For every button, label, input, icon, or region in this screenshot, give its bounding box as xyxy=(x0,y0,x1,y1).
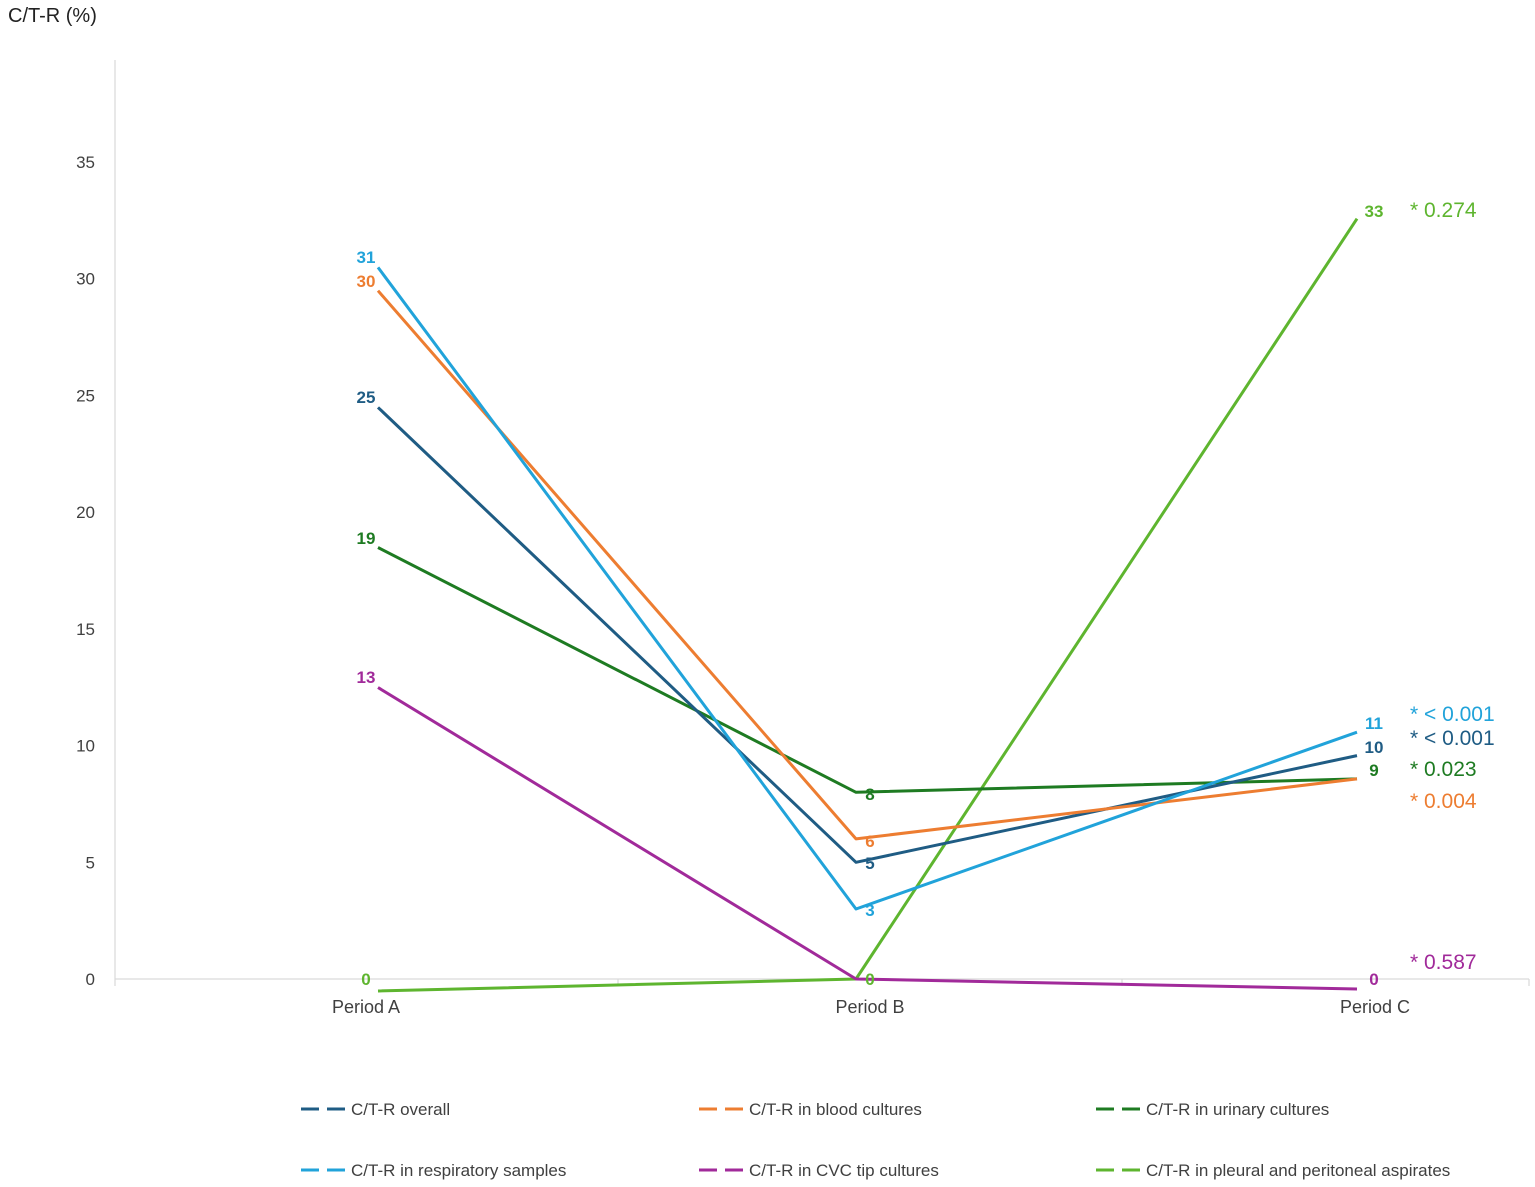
data-label: 0 xyxy=(1369,970,1378,989)
series-line xyxy=(377,546,1358,794)
y-axis-title: C/T-R (%) xyxy=(8,5,97,27)
legend-label: C/T-R in CVC tip cultures xyxy=(749,1161,939,1180)
data-label: 6 xyxy=(865,832,874,851)
legend-label: C/T-R in pleural and peritoneal aspirate… xyxy=(1146,1161,1450,1180)
data-label: 10 xyxy=(1365,738,1384,757)
legend-label: C/T-R in respiratory samples xyxy=(351,1161,566,1180)
data-label: 30 xyxy=(357,272,376,291)
data-label: 13 xyxy=(357,668,376,687)
y-tick-label: 10 xyxy=(76,737,95,756)
y-tick-label: 35 xyxy=(76,153,95,172)
p-values: * < 0.001 * 0.004 * 0.023 * < 0.001 * 0.587 *… xyxy=(1410,199,1495,974)
data-label: 0 xyxy=(865,970,874,989)
series-line xyxy=(376,289,1358,841)
data-label: 31 xyxy=(357,248,376,267)
legend-label: C/T-R overall xyxy=(351,1100,450,1119)
x-tick-label: Period A xyxy=(332,997,400,1017)
p-value-label: * < 0.001 xyxy=(1410,727,1495,750)
data-label: 3 xyxy=(865,901,874,920)
series-line xyxy=(376,266,1358,911)
y-tick-label: 20 xyxy=(76,503,95,522)
y-tick-label: 0 xyxy=(86,970,95,989)
data-label: 25 xyxy=(357,388,376,407)
data-label: 5 xyxy=(865,854,874,873)
data-label: 11 xyxy=(1365,714,1383,733)
data-label: 9 xyxy=(1369,761,1378,780)
x-tick-label: Period B xyxy=(835,997,904,1017)
p-value-label: * 0.274 xyxy=(1410,199,1477,222)
y-tick-label: 5 xyxy=(86,853,95,872)
p-value-label: * 0.587 xyxy=(1410,951,1477,974)
legend-label: C/T-R in blood cultures xyxy=(749,1100,922,1119)
y-tick-label: 30 xyxy=(76,270,95,289)
data-label: 33 xyxy=(1365,202,1384,221)
p-value-label: * 0.004 xyxy=(1410,790,1477,813)
y-tick-label: 25 xyxy=(76,386,95,405)
x-tick-label: Period C xyxy=(1340,997,1410,1017)
y-tick-label: 15 xyxy=(76,620,95,639)
legend: C/T-R overall C/T-R in blood cultures C/T-… xyxy=(301,1100,1450,1180)
series-lines xyxy=(376,217,1359,993)
data-label: 8 xyxy=(865,785,874,804)
p-value-label: * < 0.001 xyxy=(1410,703,1495,726)
data-label: 0 xyxy=(361,970,370,989)
data-labels: 25 5 10 30 6 19 8 9 31 3 11 13 0 0 0 33 xyxy=(357,202,1384,989)
series-line xyxy=(377,686,1358,991)
p-value-label: * 0.023 xyxy=(1410,758,1477,781)
series-line xyxy=(377,217,1359,993)
legend-label: C/T-R in urinary cultures xyxy=(1146,1100,1329,1119)
data-label: 19 xyxy=(357,529,376,548)
